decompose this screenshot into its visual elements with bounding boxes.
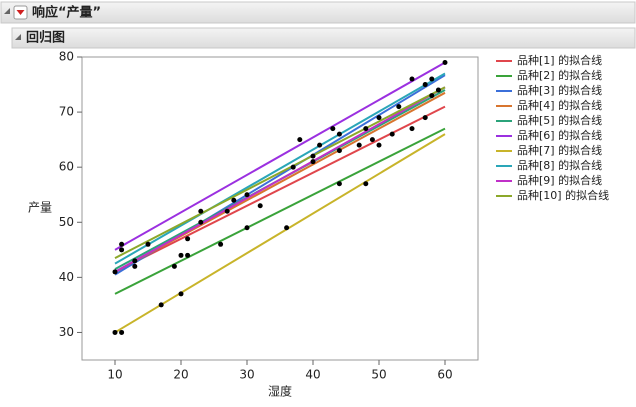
section-title: 回归图 <box>26 30 65 46</box>
fit-line <box>114 86 446 273</box>
fit-line <box>114 127 446 295</box>
legend-label: 品种[5] 的拟合线 <box>517 113 602 127</box>
fit-line <box>114 72 446 265</box>
data-point <box>336 148 342 154</box>
legend-label: 品种[2] 的拟合线 <box>517 68 602 82</box>
legend-label: 品种[10] 的拟合线 <box>517 188 609 202</box>
legend-label: 品种[7] 的拟合线 <box>517 143 602 157</box>
data-point <box>119 247 125 253</box>
legend-label: 品种[4] 的拟合线 <box>517 98 602 112</box>
data-point <box>171 263 177 269</box>
legend-label: 品种[8] 的拟合线 <box>517 158 602 172</box>
legend-label: 品种[1] 的拟合线 <box>517 53 602 67</box>
data-point <box>185 236 191 242</box>
data-point <box>178 252 184 258</box>
data-point <box>112 329 118 335</box>
data-point <box>435 87 441 93</box>
data-point <box>198 208 204 214</box>
data-point <box>132 258 138 264</box>
legend-label: 品种[6] 的拟合线 <box>517 128 602 142</box>
data-point <box>119 329 125 335</box>
data-point <box>376 115 382 121</box>
legend-label: 品种[9] 的拟合线 <box>517 173 602 187</box>
data-point <box>442 60 448 66</box>
data-point <box>244 192 250 198</box>
x-tick-label: 10 <box>107 368 122 382</box>
y-tick-label: 50 <box>59 215 74 229</box>
data-point <box>297 137 303 143</box>
data-point <box>218 241 224 247</box>
data-point <box>422 115 428 121</box>
data-point <box>356 142 362 148</box>
y-tick-label: 30 <box>59 325 74 339</box>
data-point <box>224 208 230 214</box>
data-point <box>409 76 415 82</box>
data-point <box>244 225 250 231</box>
data-point <box>396 104 402 110</box>
data-point <box>290 164 296 170</box>
data-point <box>198 219 204 225</box>
header-title: 响应“产量” <box>32 5 101 21</box>
data-point <box>336 131 342 137</box>
data-point <box>317 142 323 148</box>
data-point <box>336 181 342 187</box>
data-point <box>231 197 237 203</box>
data-point <box>330 126 336 132</box>
x-tick-label: 60 <box>437 368 452 382</box>
data-point <box>363 181 369 187</box>
disclosure-icon[interactable] <box>15 34 21 40</box>
data-point <box>284 225 290 231</box>
legend-label: 品种[3] 的拟合线 <box>517 83 602 97</box>
data-point <box>429 76 435 82</box>
y-tick-label: 70 <box>59 105 74 119</box>
data-point <box>185 252 191 258</box>
data-point <box>310 159 316 165</box>
data-point <box>132 263 138 269</box>
y-axis-label: 产量 <box>28 201 52 215</box>
x-axis-label: 湿度 <box>268 384 292 399</box>
fit-line <box>114 86 446 259</box>
data-point <box>112 269 118 275</box>
y-tick-label: 60 <box>59 160 74 174</box>
header-bar <box>0 1 636 24</box>
data-point <box>310 153 316 159</box>
section-bar <box>11 27 636 49</box>
data-point <box>389 131 395 137</box>
data-point <box>257 203 263 209</box>
data-point <box>119 241 125 247</box>
x-tick-label: 30 <box>239 368 254 382</box>
y-tick-label: 80 <box>59 50 74 64</box>
data-point <box>178 291 184 297</box>
data-point <box>158 302 164 308</box>
data-point <box>376 142 382 148</box>
disclosure-icon[interactable] <box>4 8 10 14</box>
data-point <box>145 241 151 247</box>
x-tick-label: 40 <box>305 368 320 382</box>
data-point <box>409 126 415 132</box>
x-tick-label: 50 <box>371 368 386 382</box>
fit-line <box>114 61 446 251</box>
x-tick-label: 20 <box>173 368 188 382</box>
y-tick-label: 40 <box>59 270 74 284</box>
menu-arrow <box>16 10 25 15</box>
fit-line <box>114 133 446 334</box>
data-point <box>363 126 369 132</box>
data-point <box>429 93 435 99</box>
data-point <box>369 137 375 143</box>
data-point <box>422 82 428 88</box>
